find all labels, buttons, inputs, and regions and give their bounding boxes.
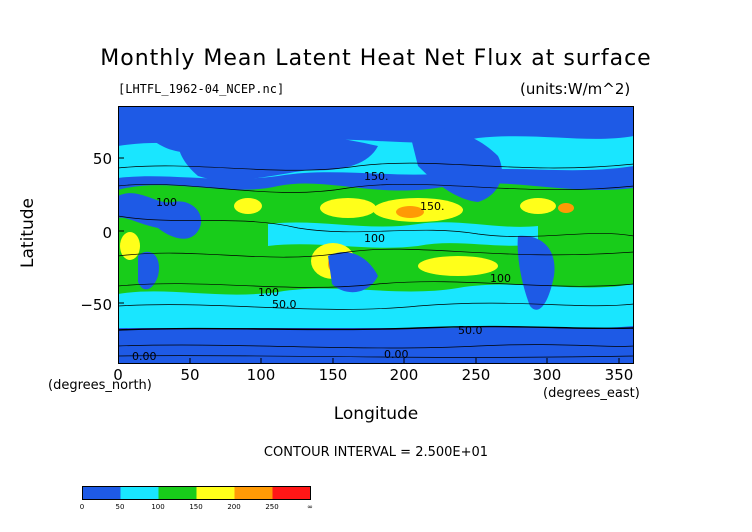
contour-interval-text: CONTOUR INTERVAL = 2.500E+01	[263, 445, 489, 460]
patch-yellow	[520, 198, 556, 214]
patch-orange	[558, 203, 574, 213]
land-africa-north	[118, 193, 202, 239]
plot-title: Monthly Mean Latent Heat Net Flux at sur…	[100, 46, 652, 71]
x-unit-label: (degrees_east)	[543, 386, 640, 401]
patch-yellow	[234, 198, 262, 214]
contour-label: 100	[156, 196, 177, 209]
y-tick-label: 50	[92, 150, 112, 168]
colorbar-swatch	[272, 486, 311, 500]
file-name: [LHTFL_1962-04_NCEP.nc]	[118, 82, 285, 96]
x-tick-label: 350	[604, 366, 634, 384]
antarctic-coast	[118, 325, 634, 331]
x-tick-label: 300	[532, 366, 562, 384]
colorbar-swatch	[234, 486, 273, 500]
colorbar	[82, 486, 311, 500]
colorbar-swatch	[120, 486, 159, 500]
x-tick-label: 100	[246, 366, 276, 384]
colorbar-swatch	[196, 486, 235, 500]
patch-orange	[396, 206, 424, 218]
colorbar-label: 150	[189, 503, 203, 511]
colorbar-swatch	[158, 486, 197, 500]
contour-label: 150.	[364, 170, 389, 183]
contour-label: 150.	[420, 200, 445, 213]
land-antarctica	[118, 328, 634, 364]
land-africa-south	[138, 251, 159, 290]
land-australia	[328, 252, 378, 293]
contour-label: 50.0	[458, 324, 483, 337]
contour-lines	[118, 162, 634, 358]
units-label: (units:W/m^2)	[520, 80, 631, 98]
contour-label: 50.0	[272, 298, 297, 311]
colorbar-label: ∞	[307, 503, 313, 511]
contour-label: 0.00	[132, 350, 157, 363]
contour-label: 100	[490, 272, 511, 285]
patch-yellow	[418, 256, 498, 276]
map-ticks	[118, 157, 620, 364]
x-tick-label: 200	[389, 366, 419, 384]
colorbar-label: 250	[265, 503, 279, 511]
contour-label: 0.00	[384, 348, 409, 361]
equatorial-stripe	[268, 222, 538, 248]
y-axis-label: Latitude	[18, 198, 38, 268]
colorbar-label: 50	[115, 503, 125, 511]
y-tick-label: 0	[102, 224, 112, 242]
colorbar-label: 0	[79, 503, 85, 511]
x-tick-label: 50	[180, 366, 200, 384]
x-tick-label: 150	[318, 366, 348, 384]
y-unit-label: (degrees_north)	[48, 378, 152, 393]
contour-label: 100	[258, 286, 279, 299]
contour-label-group: 100 150. 100 100 50.0 50.0 0.00 0.00 150…	[132, 170, 511, 363]
patch-yellow	[320, 198, 376, 218]
x-tick-label: 250	[461, 366, 491, 384]
colorbar-swatch	[82, 486, 121, 500]
y-tick-label: −50	[80, 296, 112, 314]
colorbar-label: 200	[227, 503, 241, 511]
x-axis-label: Longitude	[333, 404, 419, 424]
contour-label: 100	[364, 232, 385, 245]
patch-yellow	[120, 232, 140, 260]
x-tick-label: 0	[113, 366, 123, 384]
colorbar-label: 100	[151, 503, 165, 511]
map-frame	[118, 106, 634, 364]
flux-map: 100 150. 100 100 50.0 50.0 0.00 0.00 150…	[118, 106, 634, 364]
land-north-america	[408, 125, 502, 202]
